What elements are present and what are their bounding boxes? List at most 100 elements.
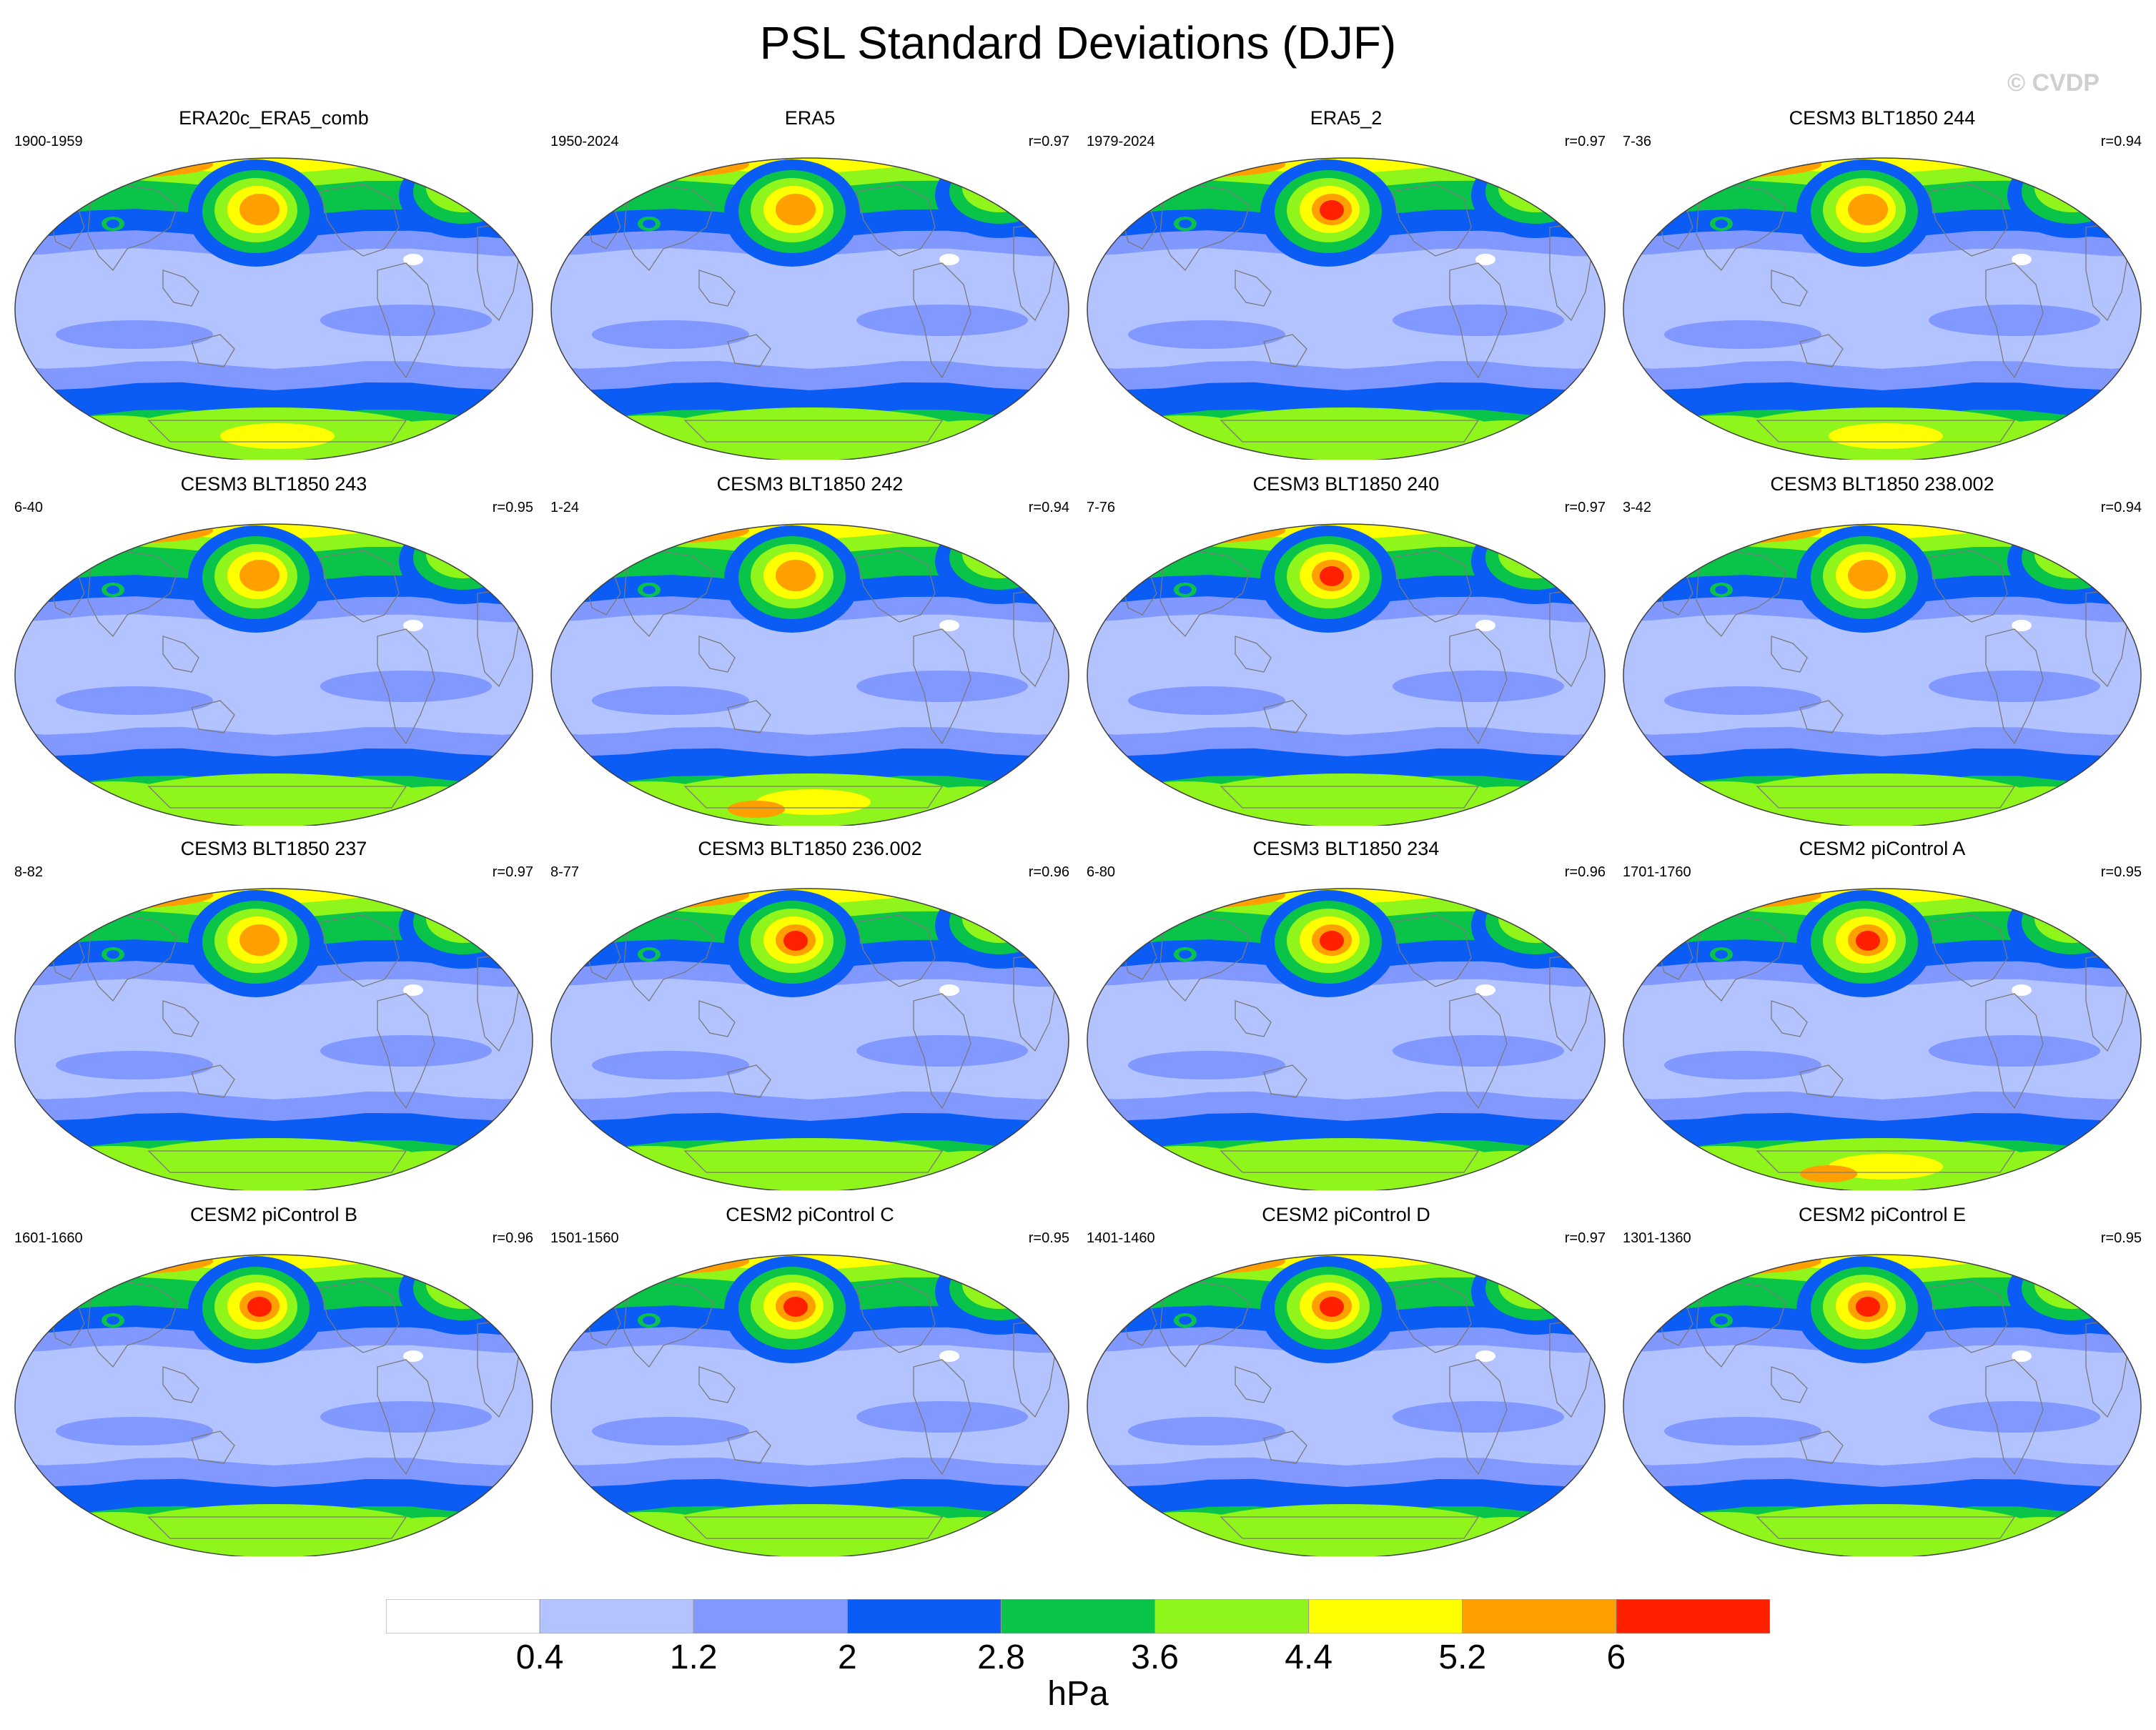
panel-title: CESM2 piControl D xyxy=(1262,1204,1430,1225)
map-panel: CESM3 BLT1850 242 1-24 r=0.94 xyxy=(542,472,1078,826)
map-svg xyxy=(550,157,1069,460)
contour-field xyxy=(551,524,1069,826)
contour-band xyxy=(15,524,533,540)
contour-max-nh xyxy=(1525,904,1557,924)
coastline xyxy=(1392,184,1472,257)
page-title: PSL Standard Deviations (DJF) xyxy=(759,17,1397,69)
contour-band xyxy=(1623,1255,2141,1271)
contour-band xyxy=(551,889,1069,905)
coastline xyxy=(1159,184,1250,272)
contour-blob xyxy=(1114,889,1285,908)
contour-blob xyxy=(377,1517,492,1548)
contour-blob xyxy=(117,1138,431,1190)
contour-max-sh xyxy=(1829,423,1943,449)
map-svg xyxy=(1623,523,2142,826)
contour-blob xyxy=(1189,1504,1503,1556)
panel-years: 1950-2024 xyxy=(550,134,619,149)
contour-max-nh xyxy=(603,1255,667,1267)
map-outline xyxy=(1087,523,1606,826)
coastline xyxy=(1220,1150,1480,1173)
contour-blob xyxy=(117,1504,431,1556)
coastline xyxy=(1449,262,1508,379)
contour-blob xyxy=(1393,305,1564,336)
map-svg xyxy=(1087,523,1606,826)
contour-field xyxy=(1087,1255,1605,1556)
contour-blob xyxy=(107,585,119,594)
map-svg xyxy=(1623,157,2142,460)
colorbar-tick-label: 2.8 xyxy=(977,1638,1025,1676)
map-outline xyxy=(14,157,533,460)
contour-blob xyxy=(56,1417,213,1445)
contour-band xyxy=(1623,158,2141,174)
panel-title: CESM3 BLT1850 240 xyxy=(1252,473,1440,495)
map-panel: CESM3 BLT1850 240 7-76 r=0.97 xyxy=(1078,472,1614,826)
coastline xyxy=(377,262,435,379)
panel-pattern-correlation: r=0.97 xyxy=(1564,500,1606,515)
contour-max-nh xyxy=(239,560,280,591)
panel-years: 6-40 xyxy=(14,500,44,515)
panel-title: CESM3 BLT1850 244 xyxy=(1789,107,1976,129)
contour-blob xyxy=(962,164,1037,212)
coastline xyxy=(683,420,944,443)
contour-blob xyxy=(1128,686,1285,715)
map-panel: CESM3 BLT1850 237 8-82 r=0.97 xyxy=(6,836,542,1190)
contour-band xyxy=(15,1255,533,1271)
contour-blob xyxy=(2049,898,2101,932)
contour-blob xyxy=(1450,420,1564,452)
coastline xyxy=(1263,334,1307,367)
contour-blob xyxy=(1114,1255,1285,1274)
coastline xyxy=(191,334,235,367)
panel-title: ERA20c_ERA5_comb xyxy=(179,107,369,129)
coastline xyxy=(856,914,936,987)
colorbar-segment xyxy=(693,1599,848,1633)
contour-blob xyxy=(2012,984,2032,996)
contour-blob xyxy=(914,1151,1028,1182)
contour-field xyxy=(1087,158,1605,460)
contour-max-nh xyxy=(1675,1255,1739,1267)
contour-blob xyxy=(1450,1151,1564,1182)
contour-blob xyxy=(1393,1035,1564,1067)
contour-field xyxy=(15,1255,533,1556)
contour-blob xyxy=(592,686,749,715)
contour-max-nh xyxy=(1675,889,1739,901)
contour-blob xyxy=(1498,164,1573,212)
coastline xyxy=(87,914,178,1002)
contour-max-nh xyxy=(989,904,1021,924)
contour-blob xyxy=(1450,1517,1564,1548)
panel-years: 8-77 xyxy=(550,864,580,880)
contour-blob xyxy=(2012,254,2032,265)
colorbar-tick-label: 2 xyxy=(837,1638,857,1676)
map-svg xyxy=(14,888,533,1190)
coastline xyxy=(1756,1516,2016,1539)
contour-blob xyxy=(1929,305,2100,336)
coastline xyxy=(1799,700,1844,733)
contour-blob xyxy=(1650,524,1821,543)
coastline xyxy=(147,1150,407,1173)
contour-band xyxy=(15,889,533,905)
contour-max-nh xyxy=(453,1270,485,1290)
contour-max-nh xyxy=(1139,889,1203,901)
map-panel: CESM3 BLT1850 243 6-40 r=0.95 xyxy=(6,472,542,826)
contour-blob xyxy=(977,167,1029,202)
contour-blob xyxy=(1128,1051,1285,1079)
map-panel: ERA5_2 1979-2024 r=0.97 xyxy=(1078,106,1614,460)
contour-blob xyxy=(1929,1035,2100,1067)
contour-max-nh xyxy=(776,560,816,591)
contour-blob xyxy=(1475,1350,1495,1362)
contour-blob xyxy=(1128,1417,1285,1445)
panel-title: CESM3 BLT1850 238.002 xyxy=(1770,473,1994,495)
contour-blob xyxy=(653,1504,967,1556)
map-outline xyxy=(550,888,1069,1190)
contour-max-nh xyxy=(66,1255,131,1267)
contour-blob xyxy=(107,950,119,959)
colorbar-tick-label: 6 xyxy=(1606,1638,1626,1676)
coastline xyxy=(683,786,944,809)
panel-title: CESM3 BLT1850 236.002 xyxy=(698,838,922,859)
coastline xyxy=(1235,636,1272,673)
contour-max-nh xyxy=(1525,1270,1557,1290)
contour-blob xyxy=(856,1035,1028,1067)
coastline xyxy=(1263,700,1307,733)
contour-max-sh xyxy=(1829,1154,1943,1180)
panel-title: CESM3 BLT1850 234 xyxy=(1252,838,1440,859)
contour-max-nh xyxy=(1525,539,1557,559)
